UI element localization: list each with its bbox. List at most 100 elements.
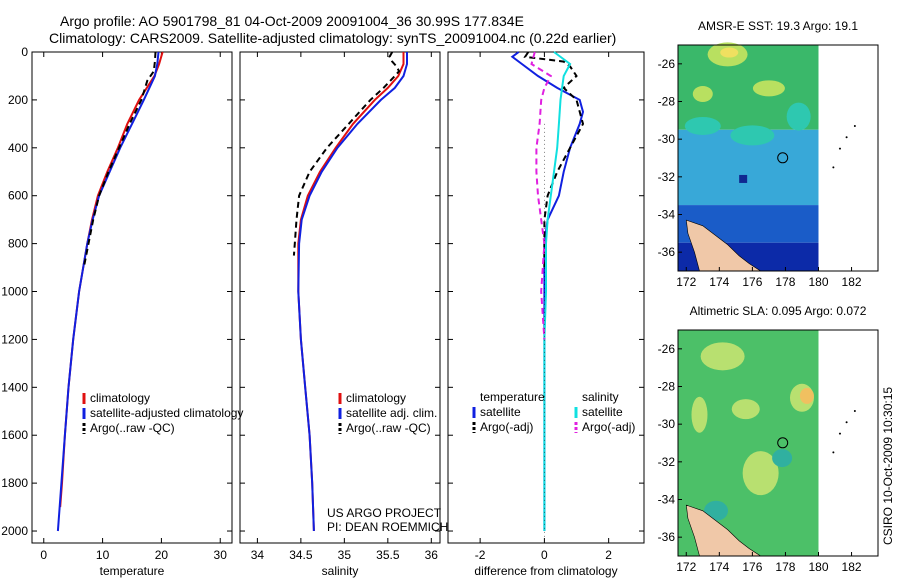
- x-tick-label: 0: [541, 548, 548, 562]
- island-dot: [853, 124, 856, 127]
- y-tick-label: -36: [658, 245, 676, 259]
- argo-position-marker: [777, 437, 789, 449]
- new-zealand-land: [685, 504, 762, 557]
- x-tick-label: 0: [40, 548, 47, 562]
- x-tick-label: 180: [808, 275, 828, 289]
- y-tick-label: 0: [21, 45, 28, 59]
- sla-low-patch: [704, 500, 729, 521]
- y-tick-label: 1200: [1, 332, 28, 346]
- x-tick-label: 34: [251, 548, 265, 562]
- sst-cold-cell: [739, 174, 748, 183]
- x-tick-label: 30: [214, 548, 228, 562]
- sst-warm-patch: [692, 85, 713, 102]
- profile-plots: 0 10 20 30020040060080010001200140016001800…: [1, 45, 645, 578]
- sst-map: 172 174 176 178 180 182 -26 -28 -30 -32 -34 -36: [658, 42, 879, 289]
- sst-warm-patch: [720, 47, 739, 58]
- sla-high-patch: [700, 342, 745, 371]
- island-dot: [838, 147, 841, 150]
- island-dot: [832, 166, 835, 169]
- x-tick-label: 36: [425, 548, 439, 562]
- x-tick-label: 178: [775, 275, 795, 289]
- y-tick-label: -34: [658, 208, 676, 222]
- sla-map-title: Altimetric SLA: 0.095 Argo: 0.072: [689, 304, 867, 318]
- x-tick-label: 174: [709, 560, 729, 574]
- y-tick-label: 1800: [1, 476, 28, 490]
- argo-position-marker: [777, 152, 789, 164]
- x-tick-label: 20: [155, 548, 169, 562]
- x-tick-label: 180: [808, 560, 828, 574]
- legend-header-temperature: temperature: [480, 390, 545, 404]
- map-frame: [677, 44, 879, 272]
- y-tick-label: 400: [8, 141, 28, 155]
- y-tick-label: -32: [658, 455, 676, 469]
- x-tick-label: 35.5: [376, 548, 400, 562]
- sla-high-patch: [691, 396, 708, 433]
- legend-satellite-adjusted-label: satellite adj. clim.: [346, 406, 437, 420]
- legend-climatology-label: climatology: [90, 391, 150, 405]
- x-tick-label: 182: [842, 275, 862, 289]
- y-tick-label: -36: [658, 530, 676, 544]
- climatology-title: Climatology: CARS2009. Satellite-adjuste…: [49, 30, 617, 46]
- x-tick-label: -2: [475, 548, 486, 562]
- sst-mid-patch: [684, 116, 721, 135]
- island-dot: [845, 136, 848, 139]
- island-dot: [838, 432, 841, 435]
- series-line-cyan: [543, 51, 572, 531]
- y-tick-label: -26: [658, 57, 676, 71]
- x-tick-label: 2: [605, 548, 612, 562]
- sst-warm-patch: [752, 80, 785, 97]
- map-frame: [677, 329, 879, 557]
- pi-credit: PI: DEAN ROEMMICH: [327, 520, 449, 534]
- x-tick-label: 35: [338, 548, 352, 562]
- sst-mid-patch: [786, 102, 811, 131]
- plot-frame: [239, 51, 441, 544]
- y-tick-label: 1000: [1, 285, 28, 299]
- x-tick-label: 174: [709, 275, 729, 289]
- project-credit: US ARGO PROJECT: [327, 506, 442, 520]
- legend-argo-label: Argo(..raw -QC): [346, 421, 431, 435]
- legend-header-salinity: salinity: [582, 390, 619, 404]
- sla-map: 172 174 176 178 180 182 -26 -28 -30 -32 -34 -36: [658, 329, 879, 574]
- sst-map-title: AMSR-E SST: 19.3 Argo: 19.1: [697, 19, 859, 33]
- x-tick-label: 34.5: [289, 548, 313, 562]
- y-tick-label: 2000: [1, 524, 28, 538]
- y-tick-label: -28: [658, 95, 676, 109]
- y-tick-label: -32: [658, 170, 676, 184]
- sla-high-patch: [742, 451, 779, 496]
- series-line-red: [297, 52, 405, 532]
- island-dot: [832, 451, 835, 454]
- legend-sal-satellite-label: satellite: [582, 405, 623, 419]
- sla-peak-patch: [799, 387, 814, 404]
- x-axis-label: temperature: [100, 564, 165, 578]
- plot-frame: [31, 51, 233, 544]
- profile-title: Argo profile: AO 5901798_81 04-Oct-2009 …: [60, 13, 524, 29]
- island-dot: [853, 409, 856, 412]
- y-tick-label: -30: [658, 132, 676, 146]
- y-tick-label: -30: [658, 417, 676, 431]
- timestamp-stamp: CSIRO 10-Oct-2009 10:30:15: [881, 386, 895, 545]
- new-zealand-land: [685, 219, 762, 272]
- x-tick-label: 172: [676, 560, 696, 574]
- y-tick-label: 1600: [1, 428, 28, 442]
- sla-low-patch: [772, 449, 793, 468]
- legend-sal-argo-label: Argo(-adj): [582, 420, 635, 434]
- y-tick-label: -26: [658, 342, 676, 356]
- x-axis-label: difference from climatology: [474, 564, 617, 578]
- series-line-blue: [297, 52, 408, 532]
- x-tick-label: 176: [742, 275, 762, 289]
- x-axis-label: salinity: [322, 564, 359, 578]
- y-tick-label: 800: [8, 237, 28, 251]
- series-line-blue: [56, 51, 160, 532]
- series-line-black: [82, 51, 157, 268]
- x-tick-label: 176: [742, 560, 762, 574]
- y-tick-label: -28: [658, 380, 676, 394]
- y-tick-label: -34: [658, 493, 676, 507]
- legend-temp-argo-label: Argo(-adj): [480, 420, 533, 434]
- series-line-red: [59, 51, 164, 508]
- sst-mid-patch: [730, 125, 775, 146]
- series-line-black: [523, 51, 585, 268]
- x-tick-label: 182: [842, 560, 862, 574]
- legend-temp-satellite-label: satellite: [480, 405, 521, 419]
- plot-frame: [447, 51, 645, 544]
- x-tick-label: 172: [676, 275, 696, 289]
